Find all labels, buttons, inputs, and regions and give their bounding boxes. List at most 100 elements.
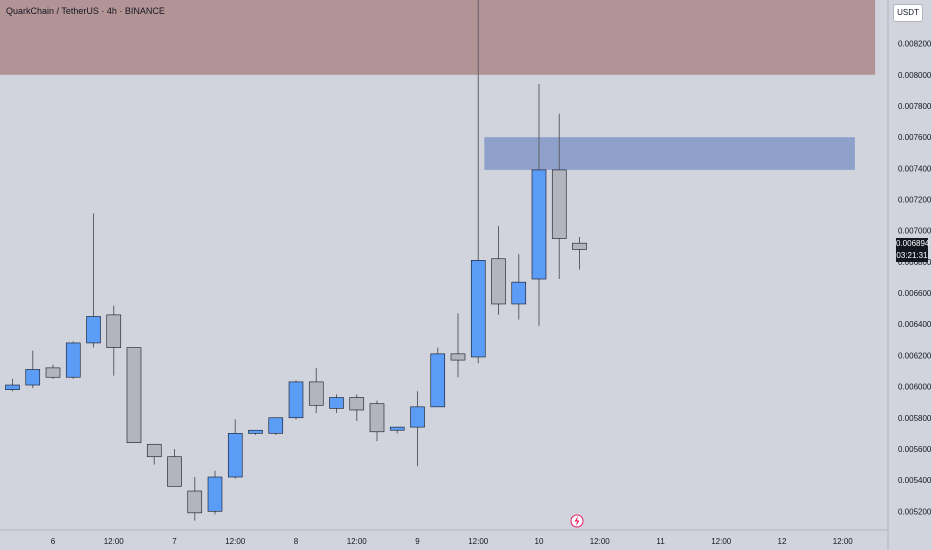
currency-selector[interactable]: USDT bbox=[893, 4, 923, 22]
candle bbox=[45, 364, 61, 379]
candle bbox=[551, 113, 567, 280]
candles-layer bbox=[5, 0, 587, 521]
candle bbox=[470, 0, 486, 364]
candle-body bbox=[329, 397, 344, 409]
candle-body bbox=[106, 314, 122, 348]
price-tick-label: 0.007400 bbox=[898, 164, 932, 173]
price-tick-label: 0.006200 bbox=[898, 351, 932, 360]
price-tick-label: 0.006000 bbox=[898, 383, 932, 392]
symbol-title[interactable]: QuarkChain / TetherUS · 4h · BINANCE bbox=[6, 6, 165, 16]
candle bbox=[369, 400, 385, 442]
candle bbox=[430, 347, 446, 408]
candle bbox=[349, 394, 365, 421]
candle bbox=[5, 378, 20, 392]
candle-body bbox=[551, 169, 567, 239]
last-price-badge: 0.006894 03:21:31 bbox=[896, 238, 930, 262]
candle bbox=[572, 236, 587, 270]
lightning-icon[interactable] bbox=[570, 514, 584, 528]
candle-body bbox=[288, 381, 304, 419]
time-tick-label: 12:00 bbox=[225, 537, 246, 546]
price-tick-label: 0.007600 bbox=[898, 133, 932, 142]
candle bbox=[389, 426, 405, 434]
price-tick-label: 0.007200 bbox=[898, 196, 932, 205]
candle-body bbox=[349, 397, 365, 411]
price-tick-label: 0.008000 bbox=[898, 71, 932, 80]
candle-body bbox=[268, 417, 284, 434]
candle-body bbox=[187, 490, 203, 514]
candle-body bbox=[167, 456, 182, 487]
time-tick-label: 12:00 bbox=[468, 537, 489, 546]
candle bbox=[227, 419, 243, 479]
candle bbox=[531, 84, 547, 326]
candle-body bbox=[25, 369, 41, 386]
candle-body bbox=[5, 384, 20, 391]
candle-body bbox=[45, 367, 61, 378]
time-tick-label: 12:00 bbox=[347, 537, 368, 546]
order-block[interactable] bbox=[484, 137, 855, 170]
time-tick-label: 12:00 bbox=[833, 537, 854, 546]
candle bbox=[146, 443, 162, 465]
candle bbox=[248, 429, 263, 435]
candle-body bbox=[430, 353, 446, 408]
candle-body bbox=[531, 169, 547, 280]
candle-body bbox=[146, 443, 162, 458]
price-tick-label: 0.006400 bbox=[898, 320, 932, 329]
time-tick-label: 12 bbox=[778, 537, 787, 546]
price-tick-label: 0.006800 bbox=[898, 258, 932, 267]
last-price-value: 0.006894 bbox=[896, 239, 930, 248]
time-tick-label: 7 bbox=[172, 537, 177, 546]
candle bbox=[106, 305, 122, 376]
candle bbox=[410, 391, 425, 467]
price-tick-label: 0.005600 bbox=[898, 445, 932, 454]
time-tick-label: 9 bbox=[415, 537, 420, 546]
candle-body bbox=[389, 426, 405, 431]
candle bbox=[511, 254, 527, 320]
time-tick-label: 12:00 bbox=[104, 537, 125, 546]
time-tick-label: 10 bbox=[535, 537, 544, 546]
price-tick-label: 0.008200 bbox=[898, 40, 932, 49]
time-tick-label: 8 bbox=[294, 537, 299, 546]
candle bbox=[329, 394, 344, 414]
candle-body bbox=[572, 242, 587, 250]
candle bbox=[25, 350, 41, 389]
price-tick-label: 0.005200 bbox=[898, 507, 932, 516]
candle-body bbox=[369, 403, 385, 433]
candle bbox=[450, 313, 466, 378]
candle bbox=[86, 213, 101, 348]
candle bbox=[167, 448, 182, 487]
candle-body bbox=[207, 476, 223, 512]
supply-zone[interactable] bbox=[0, 0, 876, 75]
time-tick-label: 11 bbox=[656, 537, 665, 546]
candle bbox=[288, 380, 304, 420]
time-tick-label: 12:00 bbox=[590, 537, 611, 546]
time-tick-label: 12:00 bbox=[711, 537, 732, 546]
candle-body bbox=[65, 342, 81, 378]
price-tick-label: 0.005400 bbox=[898, 476, 932, 485]
candle bbox=[207, 470, 223, 515]
candle-body bbox=[450, 353, 466, 361]
candle-body bbox=[86, 316, 101, 344]
price-axis[interactable]: 0.005200 0.005400 0.005600 0.005800 0.006000… bbox=[898, 40, 932, 517]
price-tick-label: 0.006600 bbox=[898, 289, 932, 298]
time-axis[interactable]: 6 12:00 7 12:00 8 12:00 9 12:00 10 12:00 11 12:00 12… bbox=[51, 537, 854, 546]
candle-body bbox=[126, 347, 142, 444]
candle-body bbox=[248, 429, 263, 434]
zones-layer bbox=[0, 0, 876, 170]
time-tick-label: 6 bbox=[51, 537, 56, 546]
price-tick-label: 0.005800 bbox=[898, 414, 932, 423]
countdown-timer: 03:21:31 bbox=[896, 251, 928, 260]
candle-body bbox=[308, 381, 324, 406]
candle-body bbox=[227, 433, 243, 478]
candle bbox=[65, 341, 81, 379]
candle bbox=[187, 477, 203, 521]
price-tick-label: 0.007800 bbox=[898, 102, 932, 111]
candle-body bbox=[491, 258, 506, 305]
candle-body bbox=[410, 406, 425, 428]
candle-body bbox=[470, 260, 486, 358]
candle bbox=[268, 417, 284, 435]
candle bbox=[491, 226, 506, 315]
candle-body bbox=[511, 281, 527, 305]
candle bbox=[308, 367, 324, 414]
